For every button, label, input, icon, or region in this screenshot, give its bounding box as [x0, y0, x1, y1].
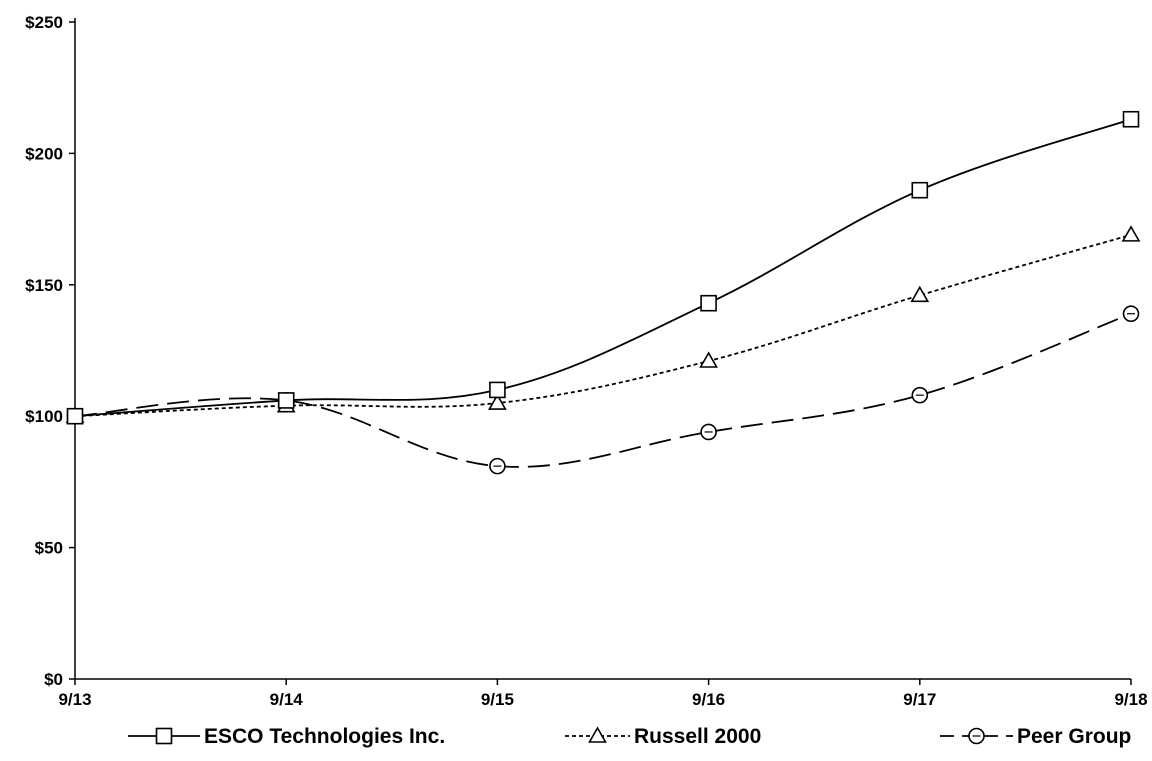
- data-point: [488, 393, 507, 410]
- y-tick-label: $50: [35, 539, 63, 558]
- series-russell-2000: [65, 225, 1141, 424]
- y-tick-label: $0: [44, 670, 63, 689]
- legend-label: ESCO Technologies Inc.: [204, 725, 445, 748]
- x-tick-label: 9/18: [1114, 690, 1147, 709]
- data-point: [277, 392, 295, 409]
- legend-marker: [155, 727, 173, 745]
- legend-marker: [588, 726, 607, 743]
- legend-marker: [968, 727, 985, 745]
- series-line: [74, 312, 1132, 468]
- data-point: [1122, 305, 1140, 323]
- legend: ESCO Technologies Inc. Russell 2000 Peer G…: [128, 725, 1131, 748]
- series-peer-group: [66, 305, 1140, 475]
- x-tick-label: 9/14: [270, 690, 304, 709]
- series-line: [74, 234, 1132, 418]
- series-lines: [65, 110, 1141, 475]
- x-tick-label: 9/13: [58, 690, 91, 709]
- y-tick-label: $200: [25, 144, 63, 163]
- series-esco-technologies-inc: [66, 110, 1140, 425]
- data-point: [910, 285, 930, 303]
- x-tick-label: 9/16: [692, 690, 725, 709]
- data-point: [700, 423, 717, 441]
- data-point: [700, 294, 717, 312]
- legend-item: Russell 2000: [565, 725, 761, 748]
- data-point: [66, 407, 84, 425]
- x-tick-label: 9/15: [481, 690, 514, 709]
- data-point: [489, 457, 506, 475]
- data-point: [1122, 110, 1140, 128]
- legend-label: Russell 2000: [634, 725, 761, 748]
- data-point: [911, 181, 929, 199]
- y-tick-label: $100: [25, 407, 63, 426]
- data-point: [911, 386, 929, 404]
- axes: $0 $50 $100 $150 $200 $250 9/13 9/14 9/15 9/16 9/1…: [25, 13, 1147, 709]
- y-tick-label: $150: [25, 276, 63, 295]
- data-point: [1121, 225, 1141, 242]
- legend-item: ESCO Technologies Inc.: [128, 725, 445, 748]
- y-tick-label: $250: [25, 13, 63, 32]
- legend-item: Peer Group: [940, 725, 1131, 748]
- series-line: [74, 118, 1132, 418]
- data-point: [489, 381, 506, 399]
- legend-label: Peer Group: [1017, 725, 1131, 748]
- x-tick-label: 9/17: [903, 690, 936, 709]
- data-point: [699, 351, 718, 368]
